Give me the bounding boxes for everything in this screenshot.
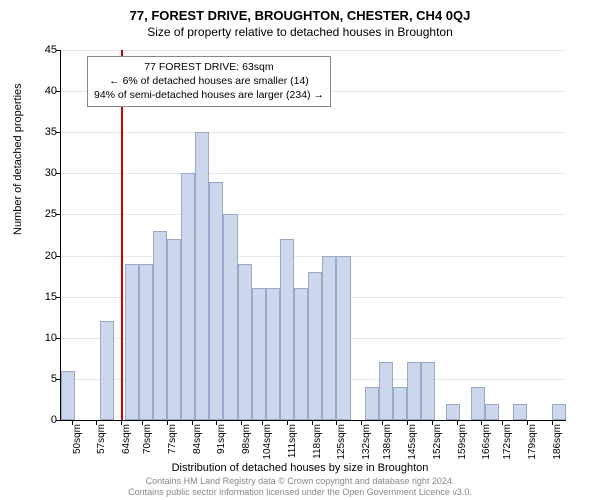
x-tick-label: 104sqm: [262, 424, 273, 460]
x-tick-mark: [527, 420, 528, 425]
histogram-bar: [552, 404, 566, 420]
histogram-bar: [223, 214, 237, 420]
gridline: [61, 256, 566, 257]
x-tick-label: 138sqm: [382, 424, 393, 460]
histogram-bar: [195, 132, 209, 420]
annotation-box: 77 FOREST DRIVE: 63sqm ← 6% of detached h…: [87, 56, 331, 107]
chart-plot-area: 05101520253035404550sqm57sqm64sqm70sqm77…: [60, 50, 566, 421]
x-tick-label: 84sqm: [192, 424, 203, 454]
x-tick-mark: [167, 420, 168, 425]
annotation-line-2: ← 6% of detached houses are smaller (14): [109, 75, 309, 87]
x-tick-label: 172sqm: [502, 424, 513, 460]
gridline: [61, 214, 566, 215]
x-tick-mark: [72, 420, 73, 425]
x-axis-label: Distribution of detached houses by size …: [0, 462, 600, 474]
histogram-bar: [322, 256, 336, 420]
y-tick-mark: [56, 50, 61, 51]
histogram-bar: [379, 362, 393, 420]
annotation-line-1: 77 FOREST DRIVE: 63sqm: [144, 61, 273, 73]
x-tick-label: 132sqm: [361, 424, 372, 460]
x-tick-label: 125sqm: [336, 424, 347, 460]
x-tick-mark: [481, 420, 482, 425]
gridline: [61, 173, 566, 174]
histogram-bar: [125, 264, 139, 420]
x-tick-label: 166sqm: [481, 424, 492, 460]
x-tick-label: 77sqm: [167, 424, 178, 454]
x-tick-mark: [142, 420, 143, 425]
histogram-bar: [513, 404, 527, 420]
x-tick-mark: [192, 420, 193, 425]
x-tick-mark: [361, 420, 362, 425]
histogram-bar: [446, 404, 460, 420]
histogram-bar: [308, 272, 322, 420]
x-tick-label: 152sqm: [432, 424, 443, 460]
histogram-bar: [421, 362, 435, 420]
x-tick-label: 111sqm: [287, 424, 298, 458]
x-tick-mark: [96, 420, 97, 425]
histogram-bar: [393, 387, 407, 420]
footer-line-2: Contains public sector information licen…: [128, 487, 472, 497]
histogram-bar: [485, 404, 499, 420]
x-tick-mark: [287, 420, 288, 425]
x-tick-label: 118sqm: [312, 424, 323, 459]
histogram-bar: [471, 387, 485, 420]
x-tick-label: 186sqm: [552, 424, 563, 460]
x-tick-mark: [336, 420, 337, 425]
histogram-bar: [153, 231, 167, 420]
x-tick-mark: [241, 420, 242, 425]
x-tick-label: 145sqm: [407, 424, 418, 460]
histogram-bar: [139, 264, 153, 420]
x-tick-mark: [382, 420, 383, 425]
y-tick-mark: [56, 214, 61, 215]
x-tick-mark: [457, 420, 458, 425]
footer-line-1: Contains HM Land Registry data © Crown c…: [146, 476, 455, 486]
x-tick-mark: [502, 420, 503, 425]
x-tick-mark: [407, 420, 408, 425]
histogram-bar: [181, 173, 195, 420]
y-tick-mark: [56, 91, 61, 92]
histogram-bar: [407, 362, 421, 420]
x-tick-label: 179sqm: [527, 424, 538, 460]
histogram-bar: [365, 387, 379, 420]
chart-footer: Contains HM Land Registry data © Crown c…: [0, 476, 600, 498]
histogram-bar: [61, 371, 75, 420]
gridline: [61, 50, 566, 51]
x-tick-mark: [121, 420, 122, 425]
chart-title-sub: Size of property relative to detached ho…: [0, 23, 600, 39]
y-tick-mark: [56, 132, 61, 133]
x-tick-mark: [312, 420, 313, 425]
y-tick-mark: [56, 297, 61, 298]
x-tick-label: 50sqm: [72, 424, 83, 454]
y-tick-mark: [56, 173, 61, 174]
x-tick-label: 64sqm: [121, 424, 132, 454]
y-tick-mark: [56, 256, 61, 257]
histogram-bar: [209, 182, 223, 420]
x-tick-mark: [432, 420, 433, 425]
gridline: [61, 132, 566, 133]
x-tick-label: 91sqm: [216, 424, 227, 454]
histogram-bar: [266, 288, 280, 420]
y-tick-mark: [56, 420, 61, 421]
annotation-line-3: 94% of semi-detached houses are larger (…: [94, 89, 324, 101]
x-tick-label: 70sqm: [142, 424, 153, 454]
histogram-bar: [280, 239, 294, 420]
histogram-bar: [100, 321, 114, 420]
histogram-bar: [294, 288, 308, 420]
x-tick-mark: [262, 420, 263, 425]
x-tick-label: 98sqm: [241, 424, 252, 454]
x-tick-mark: [216, 420, 217, 425]
histogram-bar: [336, 256, 350, 420]
y-axis-label: Number of detached properties: [12, 83, 24, 235]
x-tick-mark: [552, 420, 553, 425]
histogram-bar: [252, 288, 266, 420]
histogram-bar: [238, 264, 252, 420]
histogram-bar: [167, 239, 181, 420]
y-tick-mark: [56, 338, 61, 339]
x-tick-label: 57sqm: [96, 424, 107, 454]
chart-title-main: 77, FOREST DRIVE, BROUGHTON, CHESTER, CH…: [0, 0, 600, 23]
x-tick-label: 159sqm: [457, 424, 468, 460]
